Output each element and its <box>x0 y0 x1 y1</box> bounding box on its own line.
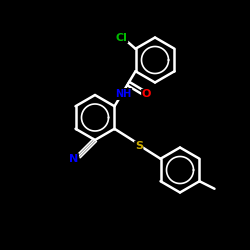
Text: Cl: Cl <box>116 32 128 42</box>
Text: O: O <box>142 90 151 100</box>
Text: NH: NH <box>115 89 131 99</box>
Text: S: S <box>135 141 143 151</box>
Text: N: N <box>69 154 78 164</box>
